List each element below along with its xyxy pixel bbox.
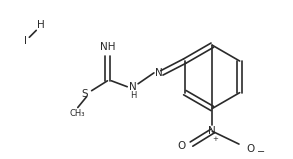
Text: O: O <box>247 144 255 154</box>
Text: H: H <box>37 20 45 30</box>
Text: N: N <box>155 68 163 78</box>
Text: H: H <box>130 91 136 100</box>
Text: NH: NH <box>100 42 115 52</box>
Text: CH₃: CH₃ <box>70 109 85 118</box>
Text: S: S <box>81 89 88 99</box>
Text: +: + <box>212 136 218 142</box>
Text: O: O <box>178 141 186 151</box>
Text: −: − <box>257 147 265 157</box>
Text: N: N <box>208 126 216 136</box>
Text: N: N <box>129 82 137 92</box>
Text: I: I <box>24 36 27 46</box>
